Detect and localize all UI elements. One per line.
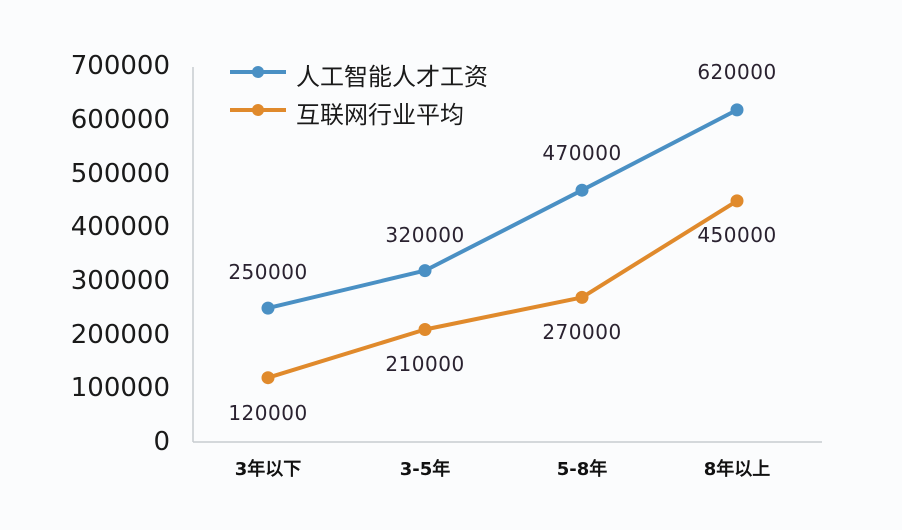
data-point-marker	[261, 371, 275, 385]
y-tick-label: 300000	[70, 266, 170, 296]
legend-marker-internet-icon	[252, 104, 264, 116]
legend-marker-ai-icon	[252, 66, 264, 78]
data-label-internet: 210000	[385, 352, 465, 376]
data-label-ai: 320000	[385, 223, 465, 247]
data-point-marker	[418, 264, 432, 278]
x-tick-label: 5-8年	[556, 459, 608, 480]
legend	[230, 66, 286, 116]
data-label-internet: 270000	[542, 320, 622, 344]
legend-label-internet: 互联网行业平均	[296, 101, 464, 129]
data-point-marker	[418, 323, 432, 336]
series-line-0	[267, 108, 738, 311]
y-tick-label: 700000	[70, 51, 170, 81]
data-point-marker	[261, 301, 275, 315]
data-point-marker	[730, 194, 744, 208]
y-tick-label: 600000	[70, 105, 170, 135]
x-tick-label: 3-5年	[399, 459, 451, 480]
legend-label-ai: 人工智能人才工资	[296, 63, 488, 91]
y-tick-label: 0	[153, 427, 170, 457]
y-tick-label: 100000	[70, 373, 170, 403]
y-tick-label: 400000	[70, 212, 170, 242]
data-label-internet: 450000	[697, 223, 777, 247]
x-tick-label: 3年以下	[234, 459, 302, 480]
series-line-1	[267, 199, 739, 380]
x-tick-label: 8年以上	[703, 459, 771, 480]
data-label-ai: 620000	[697, 60, 777, 84]
y-tick-label: 200000	[70, 320, 170, 350]
data-point-marker	[730, 103, 744, 117]
data-point-marker	[575, 290, 589, 304]
data-label-ai: 250000	[228, 260, 308, 284]
data-label-ai: 470000	[542, 141, 622, 165]
y-tick-label: 500000	[70, 159, 170, 189]
data-point-marker	[575, 183, 589, 197]
data-label-internet: 120000	[228, 401, 308, 425]
